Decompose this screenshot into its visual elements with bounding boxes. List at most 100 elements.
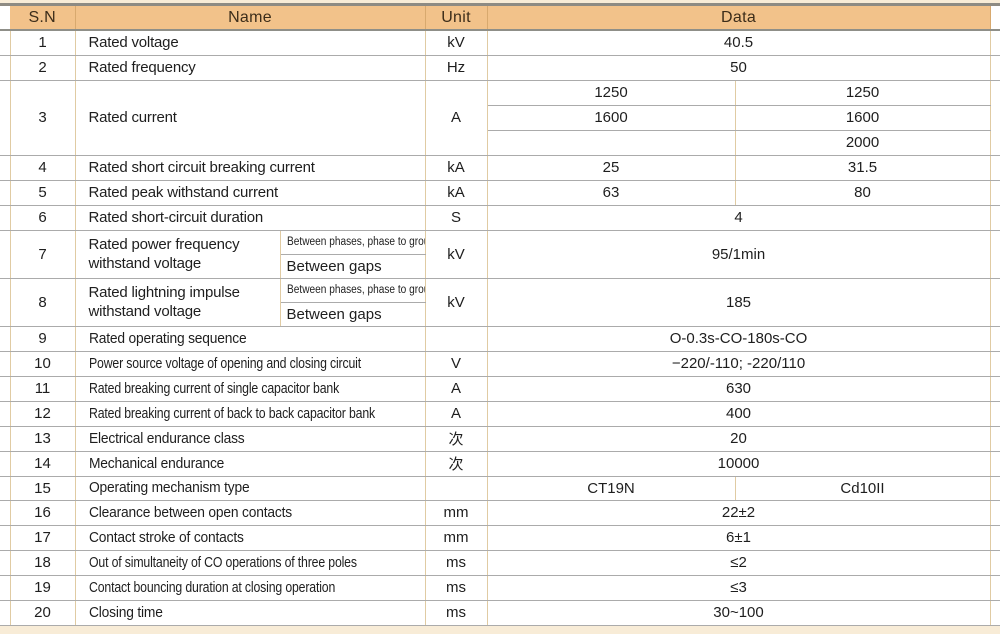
cell-sn: 15 <box>10 476 76 501</box>
page-margin <box>990 6 1000 31</box>
page-margin <box>990 55 1000 81</box>
cell-sn: 18 <box>10 550 76 576</box>
page-margin <box>990 525 1000 551</box>
page-margin <box>0 525 11 551</box>
cell-data: 185 <box>487 278 991 327</box>
cell-name-subcondition: Between phases, phase to ground <box>280 278 426 303</box>
header-cell-name: Name <box>75 6 426 31</box>
cell-sn: 17 <box>10 525 76 551</box>
cell-unit: mm <box>425 525 488 551</box>
cell-data: 2000 <box>735 130 991 156</box>
table-subrow: Between gaps <box>0 254 1000 279</box>
page-margin <box>990 155 1000 181</box>
cell-name: Rated frequency <box>75 55 426 81</box>
cell-name: Operating mechanism type <box>75 476 426 501</box>
table-row: 6 Rated short-circuit duration S 4 <box>0 205 1000 231</box>
page-margin <box>990 550 1000 576</box>
table-row: 13 Electrical endurance class 次 20 <box>0 426 1000 452</box>
cell-unit: A <box>425 376 488 402</box>
cell-sn: 4 <box>10 155 76 181</box>
cell-unit <box>425 326 488 352</box>
cell-name-subcondition: Between gaps <box>280 254 426 279</box>
table-row: 2 Rated frequency Hz 50 <box>0 55 1000 81</box>
table-row: 18 Out of simultaneity of CO operations … <box>0 550 1000 576</box>
cell-data: 1600 <box>735 105 991 131</box>
cell-name: Rated voltage <box>75 30 426 56</box>
page-margin <box>990 575 1000 601</box>
cell-data: 4 <box>487 205 991 231</box>
cell-data: 1250 <box>735 80 991 106</box>
cell-unit: A <box>425 80 488 156</box>
cell-data: 400 <box>487 401 991 427</box>
table-row: 1 Rated voltage kV 40.5 <box>0 30 1000 56</box>
table-row: 10 Power source voltage of opening and c… <box>0 351 1000 377</box>
cell-data: CT19N <box>487 476 736 501</box>
cell-unit: 次 <box>425 426 488 452</box>
cell-name: Rated lightning impulse withstand voltag… <box>75 278 281 327</box>
table-row: 20 Closing time ms 30~100 <box>0 600 1000 626</box>
cell-name: Rated current <box>75 80 426 156</box>
page-margin <box>0 376 11 402</box>
cell-sn: 3 <box>10 80 76 156</box>
cell-unit: S <box>425 205 488 231</box>
cell-unit: A <box>425 401 488 427</box>
cell-data: 630 <box>487 376 991 402</box>
cell-sn: 1 <box>10 30 76 56</box>
page-margin <box>0 278 11 327</box>
cell-data: 10000 <box>487 451 991 477</box>
cell-unit: kA <box>425 180 488 206</box>
cell-data: 1250 <box>487 80 736 106</box>
cell-sn: 20 <box>10 600 76 626</box>
table-subrow: 1600 1600 <box>0 105 1000 131</box>
page-margin <box>990 500 1000 526</box>
cell-data: O-0.3s-CO-180s-CO <box>487 326 991 352</box>
cell-unit: Hz <box>425 55 488 81</box>
cell-unit <box>425 476 488 501</box>
cell-unit: ms <box>425 550 488 576</box>
cell-unit: kA <box>425 155 488 181</box>
cell-sn: 5 <box>10 180 76 206</box>
cell-name: Rated operating sequence <box>75 326 426 352</box>
page-margin <box>0 476 11 501</box>
header-cell-sn: S.N <box>10 6 76 31</box>
cell-sn: 2 <box>10 55 76 81</box>
cell-data: 50 <box>487 55 991 81</box>
header-cell-unit: Unit <box>425 6 488 31</box>
cell-data: 6±1 <box>487 525 991 551</box>
cell-sn: 10 <box>10 351 76 377</box>
page-margin <box>990 278 1000 327</box>
page-margin <box>0 55 11 81</box>
cell-sn: 16 <box>10 500 76 526</box>
cell-name: Rated peak withstand current <box>75 180 426 206</box>
spec-table: S.N Name Unit Data 1 Rated voltage kV 40… <box>0 6 1000 626</box>
cell-data: Cd10II <box>735 476 991 501</box>
page-margin <box>990 30 1000 56</box>
page-margin <box>0 326 11 352</box>
cell-unit: 次 <box>425 451 488 477</box>
table-row: 12 Rated breaking current of back to bac… <box>0 401 1000 427</box>
page-margin <box>0 575 11 601</box>
cell-data: 25 <box>487 155 736 181</box>
cell-name: Contact bouncing duration at closing ope… <box>75 575 426 601</box>
cell-data: 22±2 <box>487 500 991 526</box>
cell-name: Power source voltage of opening and clos… <box>75 351 426 377</box>
page-margin <box>0 80 11 156</box>
page-margin <box>990 401 1000 427</box>
page-margin <box>0 205 11 231</box>
table-header-row: S.N Name Unit Data <box>0 6 1000 31</box>
table-row: 8 Rated lightning impulse withstand volt… <box>0 278 1000 327</box>
cell-unit: kV <box>425 230 488 279</box>
cell-name: Contact stroke of contacts <box>75 525 426 551</box>
cell-name: Clearance between open contacts <box>75 500 426 526</box>
page-margin <box>0 351 11 377</box>
cell-data: 63 <box>487 180 736 206</box>
cell-name: Rated short circuit breaking current <box>75 155 426 181</box>
page-margin <box>990 205 1000 231</box>
cell-sn: 6 <box>10 205 76 231</box>
cell-name: Electrical endurance class <box>75 426 426 452</box>
cell-sn: 14 <box>10 451 76 477</box>
page-margin <box>990 180 1000 206</box>
cell-unit: ms <box>425 575 488 601</box>
cell-data: 31.5 <box>735 155 991 181</box>
cell-name-subcondition: Between gaps <box>280 302 426 327</box>
